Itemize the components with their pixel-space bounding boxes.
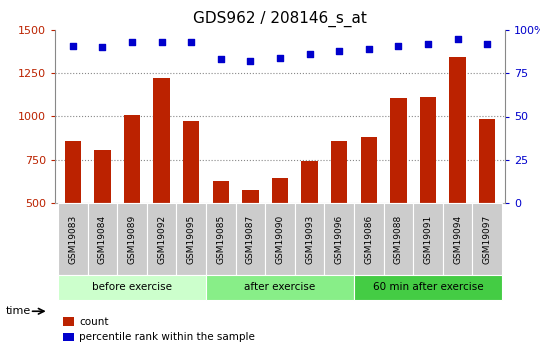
- Point: [69, 43, 77, 48]
- Bar: [183, 121, 199, 289]
- Bar: [354, 203, 383, 275]
- Bar: [206, 203, 235, 275]
- Text: before exercise: before exercise: [92, 283, 172, 293]
- Bar: [354, 275, 502, 300]
- Point: [453, 36, 462, 41]
- Point: [276, 55, 285, 60]
- Text: GSM19084: GSM19084: [98, 215, 107, 264]
- Bar: [479, 119, 495, 289]
- Bar: [301, 161, 318, 289]
- Text: GSM19092: GSM19092: [157, 215, 166, 264]
- Bar: [383, 203, 413, 275]
- Bar: [242, 190, 259, 289]
- Point: [394, 43, 403, 48]
- Bar: [449, 57, 466, 289]
- Bar: [390, 98, 407, 289]
- Text: after exercise: after exercise: [245, 283, 315, 293]
- Bar: [413, 203, 443, 275]
- Text: GSM19096: GSM19096: [335, 214, 344, 264]
- Text: GSM19095: GSM19095: [187, 214, 195, 264]
- Point: [335, 48, 343, 53]
- Bar: [472, 203, 502, 275]
- Point: [127, 39, 136, 45]
- Legend: count, percentile rank within the sample: count, percentile rank within the sample: [59, 313, 259, 345]
- Bar: [265, 203, 295, 275]
- Bar: [117, 203, 147, 275]
- Title: GDS962 / 208146_s_at: GDS962 / 208146_s_at: [193, 11, 367, 27]
- Bar: [443, 203, 472, 275]
- Point: [217, 57, 225, 62]
- Bar: [58, 275, 206, 300]
- Bar: [206, 275, 354, 300]
- Text: time: time: [5, 306, 31, 316]
- Bar: [325, 203, 354, 275]
- Bar: [177, 203, 206, 275]
- Bar: [58, 203, 87, 275]
- Point: [305, 51, 314, 57]
- Bar: [361, 137, 377, 289]
- Bar: [420, 97, 436, 289]
- Bar: [331, 141, 347, 289]
- Point: [364, 46, 373, 52]
- Bar: [153, 78, 170, 289]
- Bar: [124, 115, 140, 289]
- Point: [246, 58, 255, 64]
- Bar: [295, 203, 325, 275]
- Text: 60 min after exercise: 60 min after exercise: [373, 283, 483, 293]
- Text: GSM19090: GSM19090: [275, 214, 285, 264]
- Text: GSM19089: GSM19089: [127, 214, 137, 264]
- Bar: [235, 203, 265, 275]
- Text: GSM19091: GSM19091: [423, 214, 433, 264]
- Text: GSM19093: GSM19093: [305, 214, 314, 264]
- Text: GSM19097: GSM19097: [483, 214, 492, 264]
- Text: GSM19085: GSM19085: [217, 214, 225, 264]
- Point: [98, 45, 107, 50]
- Point: [483, 41, 491, 47]
- Bar: [272, 178, 288, 289]
- Bar: [87, 203, 117, 275]
- Bar: [213, 180, 229, 289]
- Text: GSM19087: GSM19087: [246, 214, 255, 264]
- Text: GSM19083: GSM19083: [68, 214, 77, 264]
- Text: GSM19086: GSM19086: [364, 214, 373, 264]
- Text: GSM19094: GSM19094: [453, 215, 462, 264]
- Bar: [94, 150, 111, 289]
- Text: GSM19088: GSM19088: [394, 214, 403, 264]
- Point: [187, 39, 195, 45]
- Point: [157, 39, 166, 45]
- Point: [424, 41, 433, 47]
- Bar: [65, 141, 81, 289]
- Bar: [147, 203, 177, 275]
